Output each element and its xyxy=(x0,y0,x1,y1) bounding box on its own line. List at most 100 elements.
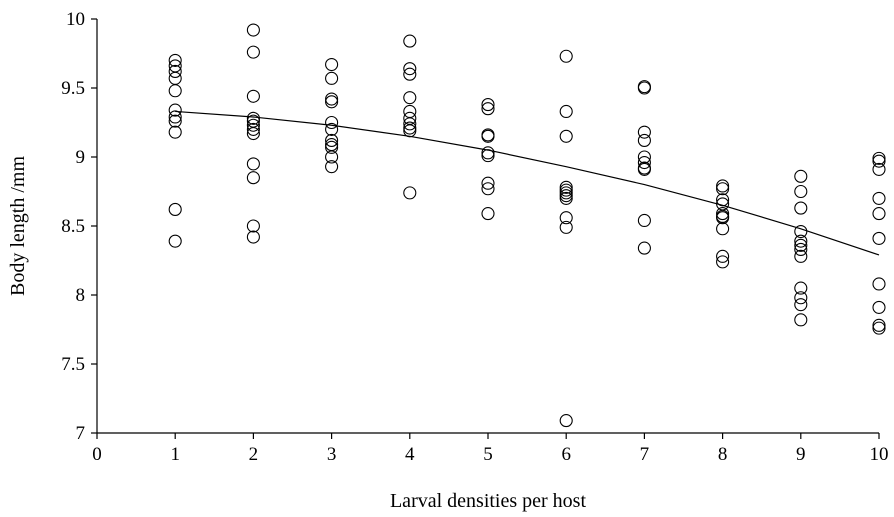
data-point xyxy=(168,103,182,117)
data-point xyxy=(325,95,339,109)
x-axis-title: Larval densities per host xyxy=(390,490,586,512)
data-point xyxy=(481,182,495,196)
data-point xyxy=(403,117,417,131)
data-point xyxy=(246,230,260,244)
data-point xyxy=(325,133,339,147)
y-axis-title: Body length /mm xyxy=(7,156,29,296)
data-point xyxy=(794,234,808,248)
data-point xyxy=(325,115,339,130)
data-point xyxy=(559,191,573,205)
data-point xyxy=(168,110,182,124)
data-point xyxy=(168,53,182,67)
data-point xyxy=(794,291,808,305)
x-axis-ticks: 0 1 2 3 4 5 6 7 8 9 10 xyxy=(92,433,889,465)
data-point xyxy=(794,224,808,239)
data-point xyxy=(872,318,886,332)
data-point xyxy=(872,154,886,168)
data-point xyxy=(637,213,651,228)
data-point xyxy=(794,242,808,257)
data-point xyxy=(246,122,260,136)
data-point xyxy=(559,220,573,234)
trendline xyxy=(175,110,880,256)
data-point xyxy=(168,125,182,139)
x-tick-label: 3 xyxy=(327,444,337,465)
data-point xyxy=(246,157,260,171)
data-point xyxy=(481,102,495,116)
data-point xyxy=(716,179,730,193)
data-point xyxy=(716,207,730,221)
data-point xyxy=(794,184,808,199)
data-point xyxy=(403,34,417,48)
data-point xyxy=(325,92,339,106)
data-point xyxy=(637,155,651,170)
data-point xyxy=(246,89,260,103)
data-point xyxy=(637,162,651,176)
data-point xyxy=(559,183,573,197)
data-point xyxy=(325,57,339,72)
data-points xyxy=(168,23,886,428)
data-point xyxy=(559,49,573,63)
data-point xyxy=(794,298,808,312)
data-point xyxy=(794,249,808,263)
data-point xyxy=(559,414,573,428)
data-point xyxy=(246,23,260,37)
data-point xyxy=(872,151,886,165)
data-point xyxy=(325,71,339,85)
y-tick-label: 8 xyxy=(76,285,86,306)
data-point xyxy=(794,169,808,183)
data-point xyxy=(637,81,651,95)
data-point xyxy=(481,176,495,190)
x-tick-label: 7 xyxy=(640,444,650,465)
data-point xyxy=(403,91,417,105)
data-point xyxy=(872,231,886,245)
data-point xyxy=(559,189,573,203)
data-point xyxy=(716,255,730,269)
data-point xyxy=(716,211,730,225)
data-point xyxy=(794,313,808,327)
data-point xyxy=(637,241,651,255)
data-point xyxy=(872,277,886,291)
y-tick-label: 7.5 xyxy=(61,354,85,375)
y-tick-label: 9.5 xyxy=(61,78,85,99)
data-point xyxy=(325,140,339,154)
data-point xyxy=(794,238,808,252)
data-point xyxy=(246,45,260,59)
y-axis-ticks: 7 7.5 8 8.5 9 9.5 10 xyxy=(61,9,97,444)
data-point xyxy=(168,234,182,248)
data-point xyxy=(637,125,651,139)
data-point xyxy=(481,129,495,143)
data-point xyxy=(325,150,339,164)
data-point xyxy=(716,182,730,196)
data-point xyxy=(559,129,573,143)
data-point xyxy=(559,180,573,194)
data-point xyxy=(872,300,886,314)
x-tick-label: 2 xyxy=(249,444,259,465)
data-point xyxy=(168,114,182,128)
data-point xyxy=(403,186,417,200)
data-point xyxy=(403,62,417,76)
data-point xyxy=(481,146,495,160)
data-point xyxy=(872,162,886,176)
y-tick-label: 10 xyxy=(66,9,85,30)
data-point xyxy=(794,201,808,215)
data-point xyxy=(481,207,495,221)
x-tick-label: 9 xyxy=(796,444,806,465)
data-point xyxy=(403,104,417,119)
data-point xyxy=(559,186,573,200)
x-tick-label: 1 xyxy=(170,444,180,465)
x-tick-label: 0 xyxy=(92,444,102,465)
data-point xyxy=(559,104,573,119)
y-tick-label: 9 xyxy=(76,147,86,168)
data-point xyxy=(872,207,886,221)
data-point xyxy=(325,160,339,174)
data-point xyxy=(325,122,339,136)
data-point xyxy=(716,222,730,236)
y-tick-label: 7 xyxy=(76,423,86,444)
x-tick-label: 8 xyxy=(718,444,728,465)
x-tick-label: 6 xyxy=(561,444,571,465)
data-point xyxy=(481,98,495,112)
data-point xyxy=(168,202,182,216)
x-tick-label: 5 xyxy=(483,444,493,465)
data-point xyxy=(403,124,417,138)
